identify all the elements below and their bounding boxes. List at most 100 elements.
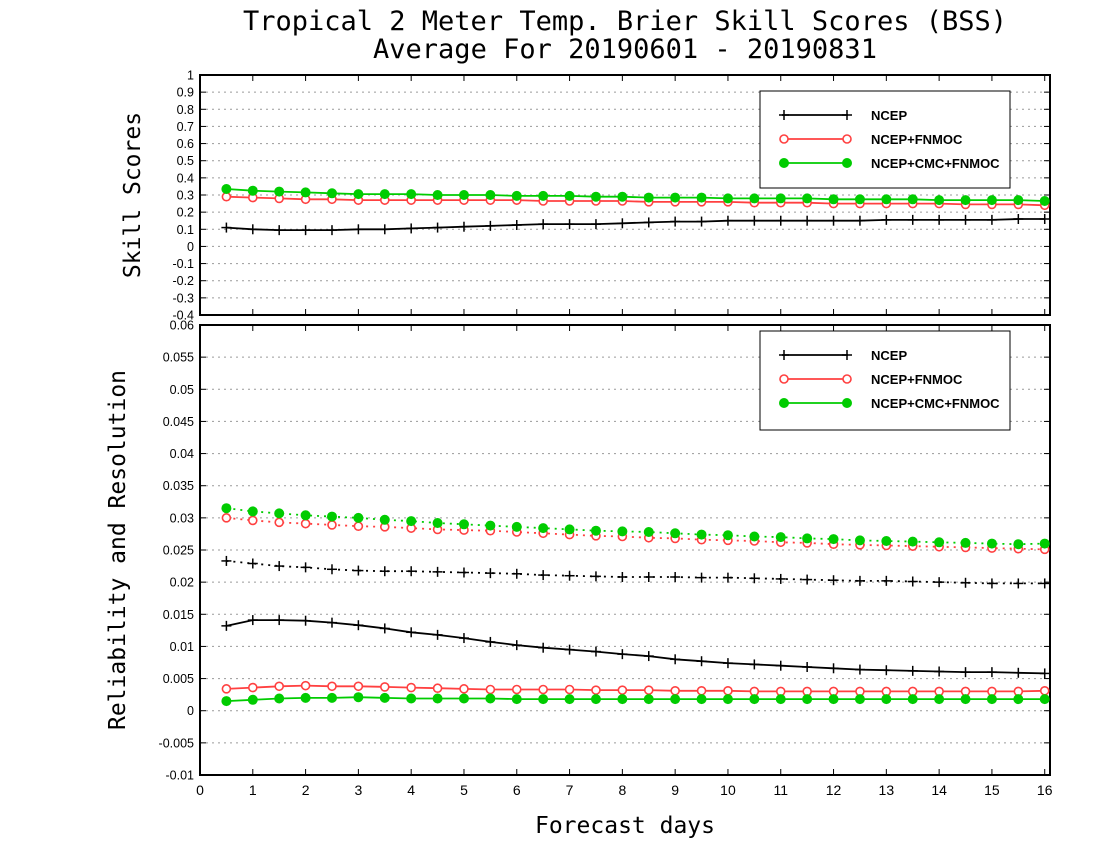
chart-title: Tropical 2 Meter Temp. Brier Skill Score… (243, 6, 1007, 37)
data-point (854, 664, 865, 675)
y-tick-label: 0.02 (170, 576, 194, 590)
data-point (432, 222, 443, 233)
data-point (749, 531, 760, 542)
data-point (326, 692, 337, 703)
data-point (564, 694, 575, 705)
data-point (247, 682, 258, 693)
data-point (986, 667, 997, 678)
data-point (564, 644, 575, 655)
y-tick-label: 0.3 (177, 189, 194, 203)
data-point (960, 694, 971, 705)
data-point (538, 684, 548, 695)
data-point (775, 694, 786, 705)
series-ncep (221, 214, 1050, 236)
legend-marker (842, 110, 852, 120)
data-point (802, 574, 813, 585)
x-tick-label: 6 (513, 782, 521, 798)
data-point (934, 666, 945, 677)
data-point (274, 681, 284, 692)
data-point (881, 575, 892, 586)
data-point (300, 187, 311, 198)
data-point (379, 224, 390, 235)
x-tick-label: 4 (407, 782, 415, 798)
data-point (722, 193, 733, 204)
legend: NCEP NCEP+FNMOC NCEP+CMC+FNMOC (759, 90, 1011, 189)
data-point (353, 521, 364, 532)
data-point (934, 577, 945, 588)
data-point (247, 515, 258, 526)
y-tick-label: 0.03 (170, 511, 194, 525)
data-point (221, 513, 232, 523)
legend-label: NCEP+FNMOC (871, 372, 963, 387)
legend-marker (842, 350, 852, 360)
data-point (300, 692, 311, 703)
data-point (1039, 578, 1050, 589)
data-point (221, 184, 232, 194)
data-point (722, 658, 733, 669)
data-point (458, 190, 469, 200)
data-point (696, 192, 707, 203)
data-point (960, 537, 971, 548)
series-ncep-cmc-fnmoc (221, 184, 1050, 206)
data-point (538, 219, 549, 230)
data-point (458, 519, 469, 530)
data-point (406, 566, 417, 577)
data-point (670, 694, 681, 705)
y-tick-label: 0.8 (177, 103, 194, 117)
data-point (696, 656, 707, 667)
data-point (643, 651, 654, 662)
y-tick-label: 0.05 (170, 383, 194, 397)
legend-marker (842, 398, 852, 408)
data-point (485, 520, 496, 531)
data-point (538, 523, 549, 534)
data-point (617, 649, 628, 660)
data-point (1013, 578, 1024, 589)
data-point (274, 225, 285, 236)
y-tick-label: 0.025 (163, 544, 194, 558)
legend-marker (779, 110, 789, 120)
legend-marker (842, 158, 852, 168)
series-line (226, 684, 1045, 693)
data-point (696, 529, 707, 540)
data-point (670, 572, 681, 582)
y-tick-label: 0.035 (163, 479, 194, 493)
data-point (564, 219, 575, 230)
data-point (828, 194, 839, 205)
data-point (934, 214, 945, 225)
data-point (775, 660, 786, 671)
data-point (590, 571, 601, 582)
legend-marker (779, 134, 789, 144)
data-point (406, 516, 417, 527)
data-point (696, 572, 707, 583)
data-point (960, 577, 971, 588)
y-tick-label: 0.055 (163, 351, 194, 365)
data-point (907, 536, 918, 547)
data-point (353, 681, 364, 692)
data-point (986, 538, 997, 549)
series-ncep-cmc-fnmoc-resolution (221, 692, 1050, 707)
x-tick-label: 11 (773, 782, 788, 798)
series-ncep-fnmoc (221, 191, 1050, 211)
data-point (749, 193, 760, 204)
data-point (379, 189, 390, 200)
series-ncep-fnmoc-resolution (221, 680, 1050, 697)
data-point (459, 684, 469, 694)
x-tick-label: 15 (984, 782, 1000, 798)
y-axis-title: Reliability and Resolution (105, 370, 131, 730)
data-point (881, 665, 892, 676)
data-point (643, 572, 654, 582)
data-point (485, 636, 496, 647)
data-point (643, 694, 654, 705)
data-point (485, 220, 496, 231)
x-tick-label: 3 (354, 782, 362, 798)
data-point (432, 693, 443, 704)
data-point (538, 190, 549, 201)
y-tick-label: 0.015 (163, 608, 194, 622)
data-point (511, 220, 522, 230)
data-point (247, 694, 258, 705)
data-point (802, 662, 813, 672)
data-point (775, 193, 786, 204)
data-point (643, 685, 654, 695)
data-point (274, 508, 285, 519)
data-point (353, 565, 364, 576)
